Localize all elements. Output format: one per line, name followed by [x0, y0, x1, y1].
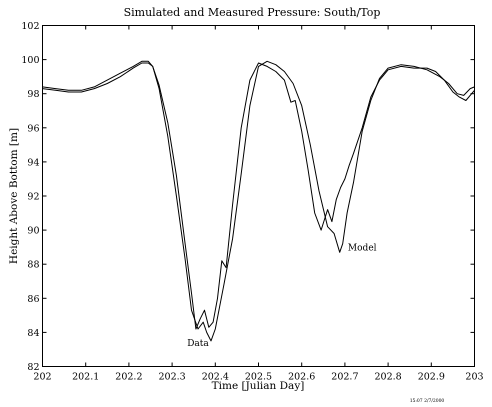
annotation-data: Data — [187, 339, 209, 349]
x-axis: 202 202.1 202.2 202.3 202.4 202.5 202.6 202.7 20… — [33, 25, 484, 383]
y-tick-label: 100 — [21, 55, 39, 66]
x-tick-label: 202.1 — [72, 372, 99, 383]
x-tick-label: 202.6 — [288, 372, 315, 383]
y-tick-label: 94 — [27, 157, 39, 168]
x-tick-label: 203 — [465, 372, 483, 383]
plot-frame — [42, 25, 475, 367]
y-tick-label: 102 — [21, 21, 39, 32]
series-layer — [42, 60, 475, 342]
chart-title: Simulated and Measured Pressure: South/T… — [124, 6, 381, 19]
y-tick-label: 90 — [27, 226, 39, 237]
x-tick-label: 202.9 — [418, 372, 445, 383]
series-line-data — [42, 62, 475, 330]
x-tick-label: 202.4 — [202, 372, 229, 383]
x-tick-label: 202.2 — [115, 372, 142, 383]
y-axis: 82 84 86 88 90 92 94 96 98 100 102 — [21, 21, 475, 373]
annotation-layer: Data Model — [187, 244, 376, 349]
annotation-model: Model — [348, 244, 377, 254]
y-tick-label: 96 — [27, 123, 39, 134]
series-line-model — [42, 60, 475, 342]
y-tick-label: 92 — [27, 192, 39, 203]
y-tick-label: 84 — [27, 328, 39, 339]
x-tick-label: 202.8 — [374, 372, 401, 383]
y-tick-label: 82 — [27, 362, 39, 373]
x-tick-label: 202.7 — [331, 372, 358, 383]
x-tick-label: 202 — [33, 372, 51, 383]
x-axis-label: Time [Julian Day] — [212, 380, 305, 392]
y-tick-label: 88 — [27, 260, 39, 271]
x-tick-label: 202.3 — [158, 372, 185, 383]
y-axis-label: Height Above Bottom [m] — [8, 128, 20, 264]
x-tick-label: 202.5 — [245, 372, 272, 383]
y-tick-label: 98 — [27, 89, 39, 100]
timestamp-stamp: 15:07 2/7/2000 — [410, 398, 445, 404]
y-tick-label: 86 — [27, 294, 39, 305]
